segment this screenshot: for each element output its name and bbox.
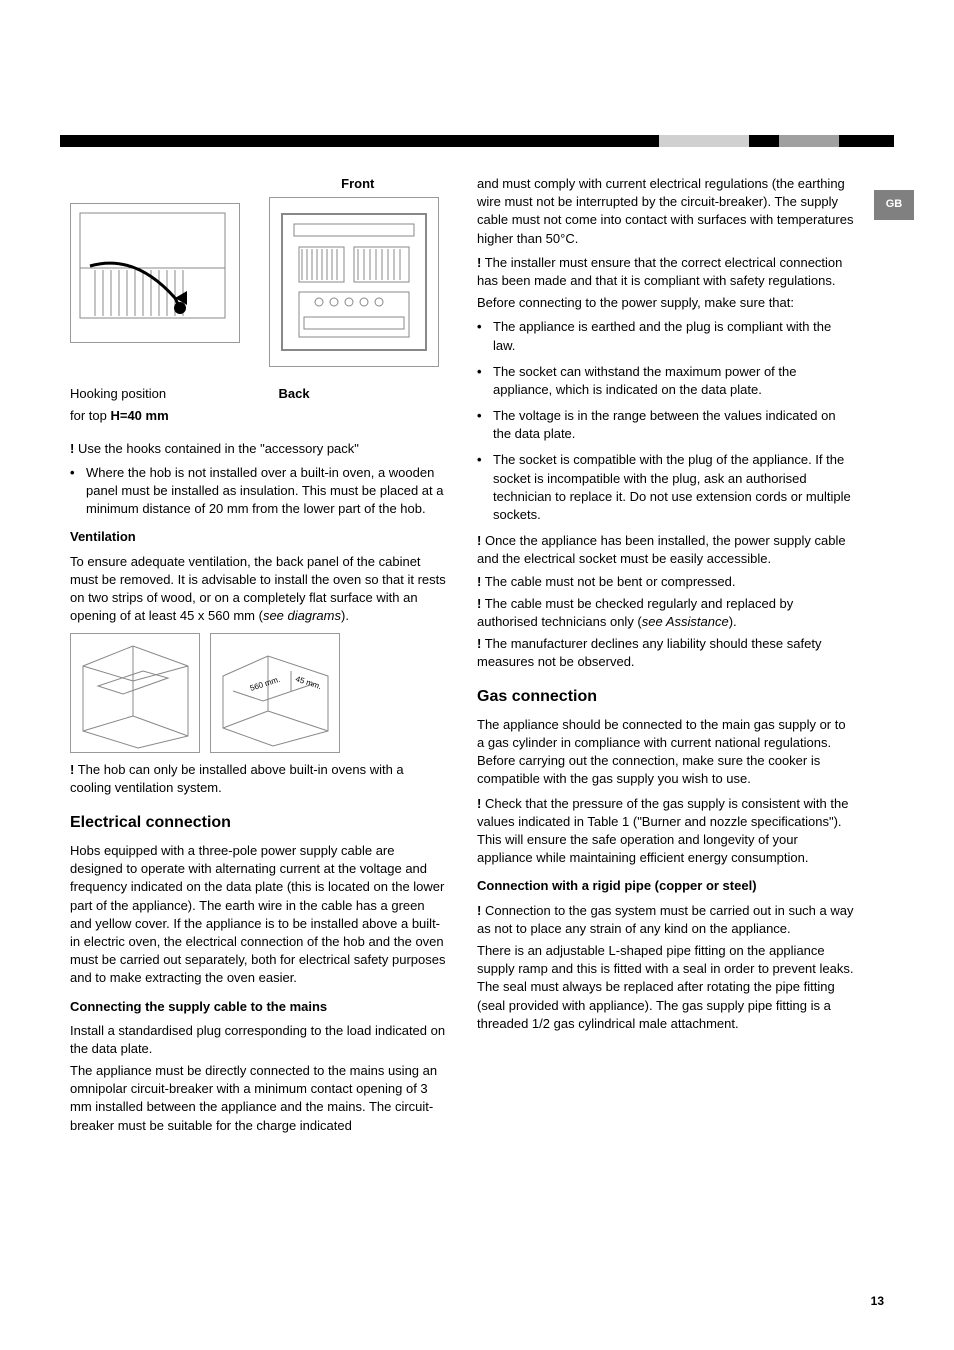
warning-strain: ! Connection to the gas system must be c…	[477, 902, 854, 938]
language-tab: GB	[874, 190, 914, 220]
warning-cable-bent: ! The cable must not be bent or compress…	[477, 573, 854, 591]
warning-installer: ! The installer must ensure that the cor…	[477, 254, 854, 290]
ventilation-diagram-2: 560 mm. 45 mm.	[210, 633, 340, 753]
rigid-text: There is an adjustable L-shaped pipe fit…	[477, 942, 854, 1033]
page-number: 13	[871, 1293, 884, 1310]
bullet-hob-insulation: Where the hob is not installed over a bu…	[70, 464, 447, 519]
electrical-heading: Electrical connection	[70, 812, 447, 834]
front-diagram	[269, 197, 439, 367]
bullet-item: The appliance is earthed and the plug is…	[477, 318, 854, 354]
rigid-heading: Connection with a rigid pipe (copper or …	[477, 877, 854, 895]
ventilation-heading: Ventilation	[70, 528, 447, 546]
header-rule-segment	[659, 135, 749, 147]
right-column: and must comply with current electrical …	[477, 175, 854, 1139]
header-rule	[60, 135, 894, 147]
before-connecting: Before connecting to the power supply, m…	[477, 294, 854, 312]
right-p1: and must comply with current electrical …	[477, 175, 854, 248]
header-rule-segment	[779, 135, 839, 147]
bullet-item: The voltage is in the range between the …	[477, 407, 854, 443]
bullet-item: The socket can withstand the maximum pow…	[477, 363, 854, 399]
hooking-caption-2: for top H=40 mm	[70, 407, 249, 425]
connecting-text-2: The appliance must be directly connected…	[70, 1062, 447, 1135]
connecting-text-1: Install a standardised plug correspondin…	[70, 1022, 447, 1058]
hooking-diagram	[70, 203, 240, 343]
gas-text: The appliance should be connected to the…	[477, 716, 854, 789]
warning-liability: ! The manufacturer declines any liabilit…	[477, 635, 854, 671]
left-column: Front	[70, 175, 447, 1139]
warning-pressure: ! Check that the pressure of the gas sup…	[477, 795, 854, 868]
hooking-caption-1: Hooking position	[70, 385, 249, 403]
electrical-text: Hobs equipped with a three-pole power su…	[70, 842, 447, 988]
ventilation-text: To ensure adequate ventilation, the back…	[70, 553, 447, 626]
page-content: Front	[70, 175, 854, 1139]
warning-builtin: ! The hob can only be installed above bu…	[70, 761, 447, 797]
svg-text:560 mm.: 560 mm.	[248, 674, 280, 692]
figure-label-front: Front	[269, 175, 448, 193]
ventilation-diagram-1	[70, 633, 200, 753]
bullet-item: The socket is compatible with the plug o…	[477, 451, 854, 524]
warning-hooks: ! Use the hooks contained in the "access…	[70, 440, 447, 458]
warning-once-installed: ! Once the appliance has been installed,…	[477, 532, 854, 568]
safety-bullets: The appliance is earthed and the plug is…	[477, 318, 854, 524]
connecting-heading: Connecting the supply cable to the mains	[70, 998, 447, 1016]
figure-label-back: Back	[269, 385, 448, 403]
gas-heading: Gas connection	[477, 686, 854, 708]
warning-cable-check: ! The cable must be checked regularly an…	[477, 595, 854, 631]
